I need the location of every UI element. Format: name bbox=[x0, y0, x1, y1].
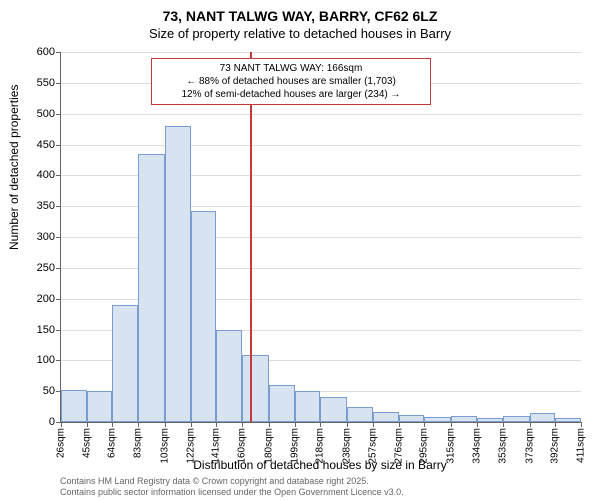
x-axis-label: Distribution of detached houses by size … bbox=[60, 458, 580, 472]
histogram-bar bbox=[320, 397, 347, 422]
x-tick-mark bbox=[555, 422, 556, 427]
y-tick-mark bbox=[56, 52, 61, 53]
x-tick-mark bbox=[347, 422, 348, 427]
histogram-bar bbox=[347, 407, 373, 422]
y-tick-label: 200 bbox=[37, 293, 55, 305]
footer-line2: Contains public sector information licen… bbox=[60, 487, 404, 498]
y-tick-mark bbox=[56, 145, 61, 146]
y-gridline bbox=[61, 52, 581, 53]
y-tick-label: 100 bbox=[37, 354, 55, 366]
y-tick-label: 400 bbox=[37, 169, 55, 181]
x-tick-mark bbox=[165, 422, 166, 427]
x-tick-mark bbox=[477, 422, 478, 427]
chart-container: 73, NANT TALWG WAY, BARRY, CF62 6LZ Size… bbox=[0, 0, 600, 500]
y-tick-label: 550 bbox=[37, 77, 55, 89]
y-tick-mark bbox=[56, 299, 61, 300]
y-tick-mark bbox=[56, 83, 61, 84]
x-tick-mark bbox=[424, 422, 425, 427]
histogram-bar bbox=[165, 126, 191, 422]
y-tick-label: 250 bbox=[37, 262, 55, 274]
histogram-bar bbox=[555, 418, 581, 422]
histogram-bar bbox=[112, 305, 138, 422]
y-tick-label: 450 bbox=[37, 139, 55, 151]
x-tick-mark bbox=[216, 422, 217, 427]
y-tick-label: 350 bbox=[37, 200, 55, 212]
y-tick-label: 300 bbox=[37, 231, 55, 243]
histogram-bar bbox=[530, 413, 556, 422]
y-tick-label: 0 bbox=[49, 416, 55, 428]
x-tick-mark bbox=[399, 422, 400, 427]
x-tick-mark bbox=[530, 422, 531, 427]
histogram-bar bbox=[242, 355, 269, 422]
y-tick-mark bbox=[56, 330, 61, 331]
histogram-bar bbox=[451, 416, 477, 422]
property-marker-line bbox=[250, 52, 252, 422]
annotation-line3: 12% of semi-detached houses are larger (… bbox=[158, 88, 424, 101]
histogram-bar bbox=[373, 412, 399, 422]
histogram-bar bbox=[191, 211, 217, 422]
x-tick-mark bbox=[242, 422, 243, 427]
annotation-box: 73 NANT TALWG WAY: 166sqm← 88% of detach… bbox=[151, 58, 431, 105]
histogram-bar bbox=[61, 390, 87, 422]
x-tick-mark bbox=[191, 422, 192, 427]
x-tick-mark bbox=[373, 422, 374, 427]
x-tick-label: 83sqm bbox=[132, 428, 143, 458]
x-tick-mark bbox=[581, 422, 582, 427]
y-axis-label: Number of detached properties bbox=[7, 85, 21, 250]
histogram-bar bbox=[138, 154, 165, 422]
y-tick-mark bbox=[56, 268, 61, 269]
annotation-line2: ← 88% of detached houses are smaller (1,… bbox=[158, 75, 424, 88]
histogram-bar bbox=[399, 415, 425, 422]
y-tick-label: 500 bbox=[37, 108, 55, 120]
y-tick-mark bbox=[56, 206, 61, 207]
histogram-bar bbox=[477, 418, 503, 422]
x-tick-mark bbox=[503, 422, 504, 427]
histogram-bar bbox=[424, 417, 451, 422]
y-tick-label: 50 bbox=[43, 385, 55, 397]
histogram-bar bbox=[87, 391, 113, 422]
y-tick-label: 150 bbox=[37, 324, 55, 336]
x-tick-mark bbox=[320, 422, 321, 427]
x-tick-mark bbox=[87, 422, 88, 427]
y-tick-mark bbox=[56, 360, 61, 361]
y-tick-label: 600 bbox=[37, 46, 55, 58]
annotation-line1: 73 NANT TALWG WAY: 166sqm bbox=[158, 62, 424, 75]
y-tick-mark bbox=[56, 175, 61, 176]
histogram-bar bbox=[269, 385, 295, 422]
plot-area: 05010015020025030035040045050055060026sq… bbox=[60, 52, 581, 423]
footer-line1: Contains HM Land Registry data © Crown c… bbox=[60, 476, 404, 487]
x-tick-mark bbox=[451, 422, 452, 427]
y-tick-mark bbox=[56, 237, 61, 238]
histogram-bar bbox=[295, 391, 321, 422]
x-tick-mark bbox=[138, 422, 139, 427]
x-tick-label: 26sqm bbox=[56, 428, 67, 458]
x-tick-mark bbox=[61, 422, 62, 427]
chart-title-line1: 73, NANT TALWG WAY, BARRY, CF62 6LZ bbox=[0, 8, 600, 24]
footer-attribution: Contains HM Land Registry data © Crown c… bbox=[60, 476, 404, 498]
chart-title-line2: Size of property relative to detached ho… bbox=[0, 26, 600, 41]
histogram-bar bbox=[503, 416, 530, 422]
x-tick-label: 45sqm bbox=[81, 428, 92, 458]
y-gridline bbox=[61, 114, 581, 115]
x-tick-mark bbox=[112, 422, 113, 427]
y-gridline bbox=[61, 145, 581, 146]
x-tick-mark bbox=[295, 422, 296, 427]
x-tick-mark bbox=[269, 422, 270, 427]
histogram-bar bbox=[216, 330, 242, 423]
y-tick-mark bbox=[56, 114, 61, 115]
x-tick-label: 64sqm bbox=[107, 428, 118, 458]
